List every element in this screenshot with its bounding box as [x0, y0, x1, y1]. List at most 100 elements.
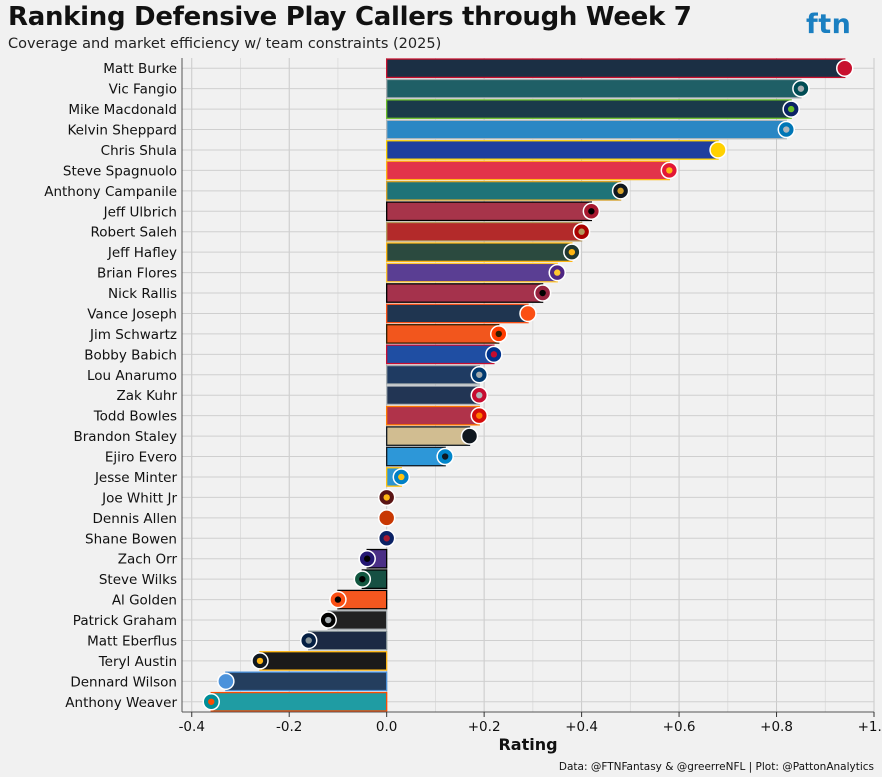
bar — [386, 405, 480, 426]
vikings-logo-icon — [548, 263, 566, 282]
bar — [386, 99, 792, 119]
patriots-logo-icon — [470, 386, 489, 404]
category-label: Patrick Graham — [73, 613, 177, 629]
steelers-logo-icon — [251, 652, 269, 670]
category-label: Lou Anarumo — [87, 368, 177, 384]
category-label: Steve Wilks — [99, 572, 177, 588]
bar — [386, 221, 583, 242]
bar — [210, 691, 388, 712]
49ers-logo-icon — [572, 222, 591, 241]
category-label: Zach Orr — [118, 552, 178, 568]
broncos-logo-icon — [519, 304, 537, 323]
bar — [386, 242, 573, 263]
saints-logo-icon — [460, 427, 479, 445]
bears-logo-icon — [377, 509, 396, 527]
bar — [386, 283, 544, 303]
jaguars-logo-icon — [611, 182, 630, 200]
category-label: Bobby Babich — [84, 347, 177, 363]
chart-title: Ranking Defensive Play Callers through W… — [8, 2, 692, 32]
category-label: Al Golden — [112, 593, 177, 609]
titans-logo-icon — [217, 672, 235, 691]
bar — [327, 610, 388, 630]
category-label: Chris Shula — [101, 143, 177, 159]
packers-logo-icon — [563, 243, 581, 261]
jets-logo-icon — [353, 570, 372, 588]
ravens-logo-icon — [358, 549, 376, 568]
bar — [386, 303, 529, 324]
category-label: Jesse Minter — [94, 470, 178, 486]
bar — [386, 140, 719, 160]
category-label: Ejiro Evero — [105, 450, 177, 466]
category-label: Matt Eberflus — [87, 633, 177, 649]
x-tick-label: 0.0 — [376, 719, 397, 735]
panthers-logo-icon — [436, 447, 454, 466]
category-label: Todd Bowles — [93, 409, 177, 425]
category-label: Joe Whitt Jr — [101, 490, 177, 506]
bar — [386, 426, 471, 446]
bar — [386, 160, 670, 181]
raiders-logo-icon — [319, 611, 337, 629]
bar — [386, 201, 593, 222]
rams-logo-icon — [709, 141, 727, 159]
x-tick-label: +0.4 — [565, 719, 598, 735]
category-label: Dennard Wilson — [70, 674, 177, 690]
bengals-logo-icon — [329, 590, 347, 609]
x-tick-label: +0.6 — [663, 719, 696, 735]
bar — [225, 671, 388, 692]
category-label: Matt Burke — [103, 61, 177, 77]
x-tick-label: +1.0 — [858, 719, 882, 735]
category-label: Vance Joseph — [87, 306, 177, 322]
lions-logo-icon — [777, 120, 796, 139]
x-tick-label: +0.2 — [468, 719, 501, 735]
colts-logo-icon — [470, 366, 489, 384]
category-label: Jeff Ulbrich — [103, 204, 177, 220]
category-label: Nick Rallis — [108, 286, 177, 302]
bar — [386, 364, 480, 385]
category-label: Zak Kuhr — [117, 388, 178, 404]
chart-caption: Data: @FTNFantasy & @greerreNFL | Plot: … — [558, 761, 874, 773]
category-label: Mike Macdonald — [68, 102, 177, 118]
dolphins-logo-icon — [202, 693, 220, 711]
browns-logo-icon — [490, 325, 508, 343]
bar — [386, 180, 622, 201]
category-label: Jeff Hafley — [107, 245, 177, 261]
category-label: Teryl Austin — [98, 654, 177, 670]
bar — [308, 630, 388, 651]
category-label: Brian Flores — [97, 266, 177, 282]
buccaneers-logo-icon — [470, 406, 489, 425]
x-tick-label: -0.4 — [179, 719, 205, 735]
ftn-logo: ftn — [806, 9, 852, 40]
texans-logo-icon — [836, 59, 854, 77]
category-label: Vic Fangio — [109, 82, 177, 98]
bar — [386, 344, 495, 365]
bar — [386, 78, 802, 99]
cardinals-logo-icon — [533, 284, 552, 302]
bar — [386, 119, 787, 140]
bar — [259, 651, 388, 671]
x-axis-title: Rating — [498, 735, 557, 754]
eagles-logo-icon — [792, 79, 810, 98]
x-tick-label: +0.8 — [760, 719, 793, 735]
falcons-logo-icon — [582, 202, 601, 221]
chiefs-logo-icon — [660, 161, 679, 180]
category-label: Jim Schwartz — [89, 327, 177, 343]
bills-logo-icon — [485, 345, 503, 364]
category-label: Robert Saleh — [91, 225, 178, 241]
category-label: Kelvin Sheppard — [67, 123, 177, 139]
commanders-logo-icon — [377, 488, 396, 507]
x-tick-label: -0.2 — [276, 719, 302, 735]
giants-logo-icon — [377, 529, 396, 548]
category-label: Shane Bowen — [85, 531, 177, 547]
category-label: Anthony Campanile — [44, 184, 177, 200]
cowboys-logo-icon — [299, 631, 318, 650]
category-label: Steve Spagnuolo — [63, 163, 177, 179]
chargers-logo-icon — [392, 468, 411, 486]
category-label: Dennis Allen — [93, 511, 178, 527]
chart-subtitle: Coverage and market efficiency w/ team c… — [8, 36, 442, 52]
bar — [386, 446, 446, 467]
bar — [386, 58, 846, 79]
bar — [386, 385, 480, 406]
bar — [386, 262, 558, 283]
category-label: Brandon Staley — [74, 429, 178, 445]
